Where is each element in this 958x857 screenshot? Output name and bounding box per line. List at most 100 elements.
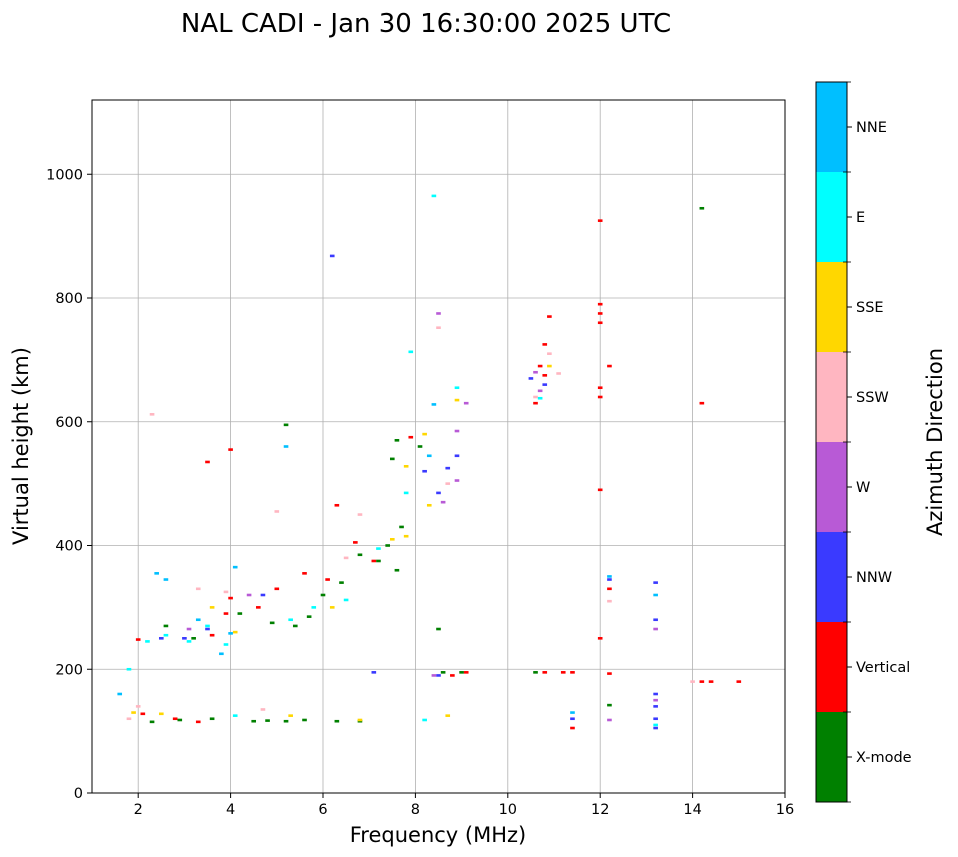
data-point	[537, 396, 543, 400]
colorbar-label: E	[856, 210, 865, 226]
colorbar-segment	[816, 172, 847, 262]
data-point	[209, 717, 215, 721]
colorbar-segment	[816, 622, 847, 712]
data-point	[135, 705, 141, 708]
data-point	[436, 326, 441, 329]
data-point	[228, 596, 233, 600]
data-point	[140, 712, 146, 716]
data-point	[274, 510, 280, 513]
data-point	[191, 637, 196, 640]
data-point	[454, 386, 460, 390]
data-point	[417, 445, 423, 448]
data-point	[607, 599, 612, 603]
data-point	[329, 606, 335, 609]
data-point	[463, 671, 469, 674]
data-point	[228, 632, 233, 635]
series-nnw	[158, 254, 658, 730]
y-tick-label: 800	[55, 291, 83, 307]
data-point	[533, 401, 538, 405]
x-tick-label: 2	[134, 802, 143, 818]
data-point	[450, 674, 455, 677]
data-point	[542, 343, 548, 346]
colorbar-segment	[816, 712, 847, 802]
data-point	[283, 719, 289, 723]
data-point	[431, 674, 437, 677]
data-point	[408, 435, 414, 439]
x-axis-label: Frequency (MHz)	[350, 823, 526, 847]
data-point	[376, 547, 381, 550]
data-point	[205, 460, 210, 464]
data-point	[597, 302, 603, 306]
data-point	[653, 717, 658, 721]
data-point	[394, 439, 400, 442]
data-point	[422, 718, 427, 722]
data-point	[653, 723, 658, 727]
data-point	[269, 621, 275, 625]
chart-title: NAL CADI - Jan 30 16:30:00 2025 UTC	[181, 9, 671, 39]
data-point	[260, 593, 266, 597]
data-point	[403, 491, 409, 495]
data-point	[163, 578, 169, 581]
series-w	[186, 312, 658, 722]
data-point	[376, 559, 381, 563]
colorbar-label: NNE	[856, 120, 887, 136]
plot-area-frame	[91, 99, 786, 794]
data-point	[431, 403, 437, 406]
data-point	[454, 398, 460, 402]
data-point	[154, 572, 159, 575]
data-point	[353, 541, 358, 544]
data-point	[547, 352, 552, 355]
data-point	[145, 640, 150, 643]
data-point	[158, 712, 164, 716]
data-point	[334, 719, 340, 723]
data-point	[607, 575, 612, 578]
data-point	[436, 491, 441, 495]
data-point	[597, 312, 603, 315]
data-point	[177, 718, 183, 722]
data-point	[389, 457, 395, 461]
colorbar-label: X-mode	[856, 750, 912, 766]
data-point	[570, 711, 575, 714]
data-point	[131, 711, 136, 714]
data-point	[653, 593, 658, 597]
data-point	[570, 726, 575, 730]
data-point	[205, 624, 210, 628]
data-point	[339, 581, 344, 584]
data-point	[436, 674, 441, 677]
data-point	[699, 401, 705, 405]
grid-lines	[92, 100, 786, 794]
data-point	[440, 671, 446, 674]
data-point	[260, 708, 266, 711]
data-point	[597, 321, 603, 325]
data-point	[135, 638, 141, 641]
data-point	[149, 413, 155, 416]
data-point	[607, 364, 612, 368]
data-point	[371, 671, 377, 674]
data-point	[149, 720, 155, 724]
colorbar-label: NNW	[856, 570, 892, 586]
y-tick-label: 200	[55, 662, 83, 678]
x-tick-label: 12	[591, 802, 609, 818]
data-point	[690, 680, 695, 683]
data-point	[403, 534, 409, 538]
data-point	[209, 606, 215, 609]
data-point	[607, 578, 612, 581]
data-point	[325, 578, 330, 581]
data-point	[186, 627, 192, 631]
data-point	[463, 401, 469, 405]
x-tick-label: 8	[411, 802, 420, 818]
data-point	[436, 627, 441, 631]
data-point	[394, 568, 400, 572]
data-point	[357, 718, 363, 722]
data-point	[533, 671, 538, 674]
data-point	[288, 618, 293, 622]
series-sse	[131, 364, 552, 722]
data-point	[117, 692, 123, 696]
data-point	[311, 606, 317, 609]
data-point	[126, 667, 132, 671]
colorbar-segment	[816, 532, 847, 622]
colorbar-label: W	[856, 480, 870, 496]
data-point	[334, 503, 340, 507]
data-point	[371, 559, 377, 563]
data-point	[306, 615, 312, 618]
